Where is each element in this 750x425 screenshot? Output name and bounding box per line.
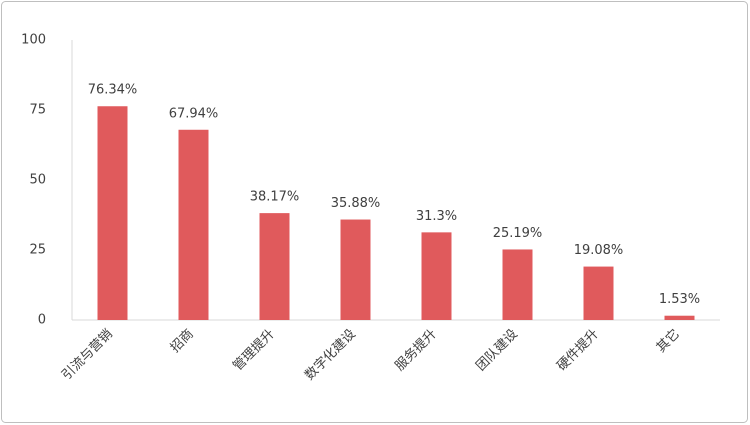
data-label: 67.94%	[169, 106, 219, 121]
bar	[340, 219, 371, 320]
bar	[178, 129, 209, 320]
data-label: 35.88%	[331, 196, 381, 211]
data-label: 1.53%	[659, 292, 700, 307]
y-tick-label: 25	[29, 243, 46, 258]
bar	[421, 232, 452, 320]
bar	[97, 106, 128, 320]
data-label: 76.34%	[88, 83, 138, 98]
y-tick-label: 75	[29, 103, 46, 118]
data-label: 25.19%	[493, 226, 543, 241]
data-label: 19.08%	[574, 243, 624, 258]
bar	[502, 249, 533, 320]
y-tick-label: 0	[38, 313, 46, 328]
data-label: 31.3%	[416, 209, 457, 224]
y-tick-label: 50	[29, 173, 46, 188]
bar	[583, 266, 614, 320]
bar	[664, 315, 695, 320]
bar	[259, 213, 290, 320]
y-tick-label: 100	[21, 33, 46, 48]
data-label: 38.17%	[250, 190, 300, 205]
